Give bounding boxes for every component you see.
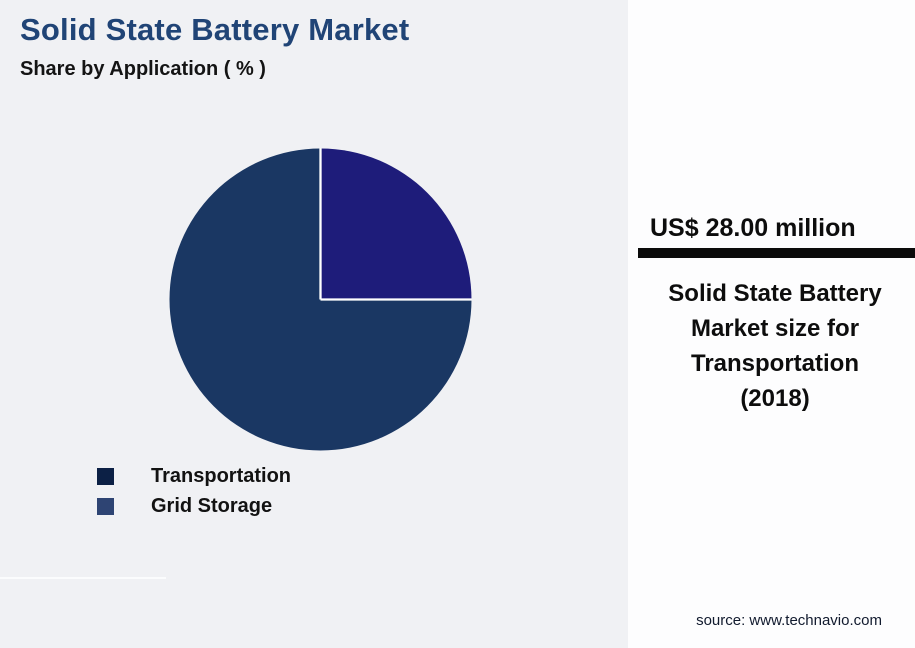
- pie-chart-svg: [169, 148, 472, 451]
- value-underline-bar: [638, 248, 915, 258]
- legend-swatch-transportation: [97, 467, 114, 485]
- market-value: US$ 28.00 million: [650, 214, 856, 242]
- divider-line: [0, 577, 166, 579]
- pie-chart: [169, 148, 472, 451]
- market-description-line: (2018): [740, 385, 810, 412]
- page-subtitle: Share by Application ( % ): [20, 58, 266, 80]
- market-description-line: Solid State Battery: [668, 280, 882, 307]
- legend-item-grid-storage: Grid Storage: [97, 491, 291, 521]
- legend-label-grid-storage: Grid Storage: [151, 494, 273, 517]
- highlight-panel: US$ 28.00 million Solid State Battery Ma…: [628, 0, 915, 648]
- page-title: Solid State Battery Market: [20, 12, 410, 47]
- market-description: Solid State Battery Market size for Tran…: [640, 276, 910, 416]
- pie-slice-transportation: [320, 148, 472, 300]
- chart-legend: Transportation Grid Storage: [97, 461, 291, 521]
- source-attribution: source: www.technavio.com: [696, 612, 882, 629]
- legend-label-transportation: Transportation: [151, 464, 292, 487]
- legend-item-transportation: Transportation: [97, 461, 291, 491]
- market-description-line: Market size for: [690, 315, 860, 342]
- legend-swatch-grid-storage: [97, 497, 114, 515]
- market-description-line: Transportation: [690, 350, 859, 377]
